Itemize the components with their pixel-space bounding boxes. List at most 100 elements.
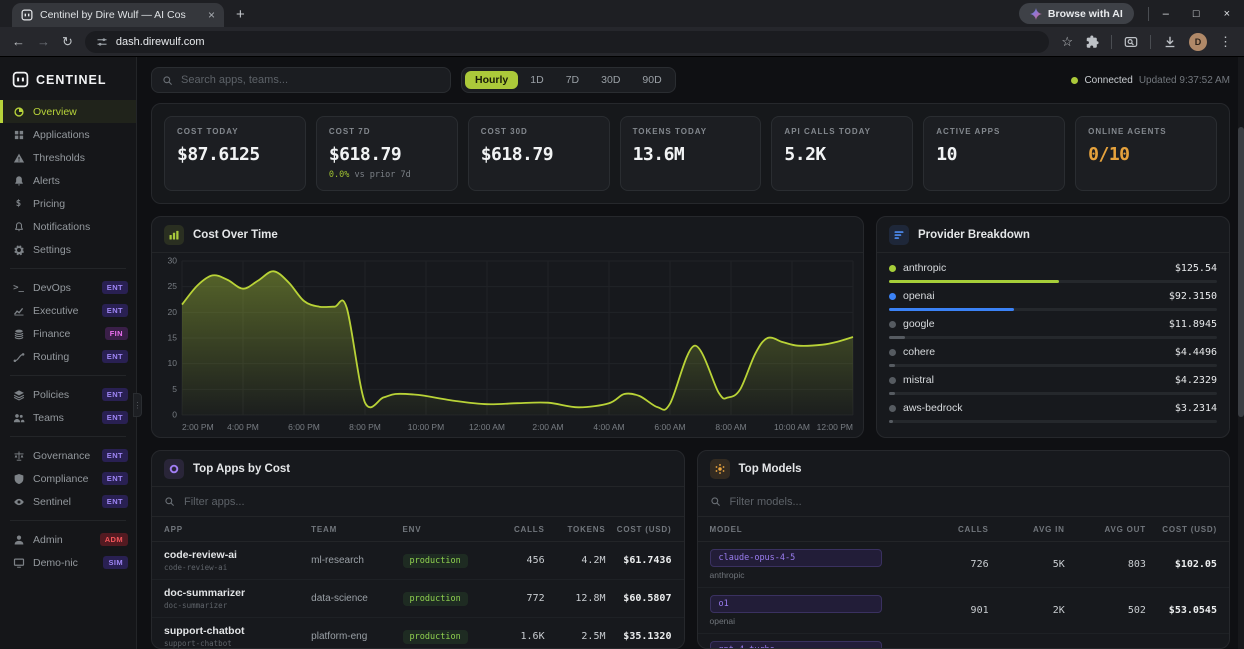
- svg-text:12:00 PM: 12:00 PM: [817, 422, 853, 432]
- provider-dot-icon: [889, 293, 896, 300]
- sidebar-item-demo-nic[interactable]: Demo-nic SIM: [0, 551, 136, 574]
- sidebar-item-settings[interactable]: Settings: [0, 238, 136, 261]
- avg-out: 803: [1065, 559, 1146, 570]
- provider-name: google: [903, 318, 935, 330]
- time-range-selector: Hourly 1D 7D 30D 90D: [461, 67, 676, 93]
- window-maximize-button[interactable]: □: [1193, 8, 1200, 20]
- back-icon[interactable]: ←: [12, 35, 25, 48]
- bookmark-star-icon[interactable]: ☆: [1061, 35, 1073, 48]
- svg-text:30: 30: [168, 256, 178, 266]
- team: ml-research: [311, 555, 402, 566]
- profile-avatar[interactable]: D: [1189, 33, 1207, 51]
- sidebar-item-devops[interactable]: >_ DevOps ENT: [0, 276, 136, 299]
- sidebar-item-alerts[interactable]: Alerts: [0, 169, 136, 192]
- sidebar-item-notifications[interactable]: Notifications: [0, 215, 136, 238]
- app-name: support-chatbot: [164, 625, 311, 637]
- table-row[interactable]: doc-summarizerdoc-summarizer data-scienc…: [152, 580, 684, 618]
- stat-value: 5.2K: [784, 144, 900, 165]
- table-row[interactable]: support-chatbotsupport-chatbot platform-…: [152, 618, 684, 649]
- range-7d[interactable]: 7D: [556, 71, 589, 89]
- extensions-icon[interactable]: [1085, 35, 1099, 49]
- search-icon: [710, 496, 721, 507]
- sidebar-item-executive[interactable]: Executive ENT: [0, 299, 136, 322]
- sidebar-collapse-handle[interactable]: ⋮: [133, 393, 142, 417]
- table-row[interactable]: gpt-4-turboopenai 745 2K 578 $24.7731: [698, 634, 1230, 649]
- sidebar-item-governance[interactable]: Governance ENT: [0, 444, 136, 467]
- stat-label: COST 7D: [329, 127, 445, 136]
- badge-ent: ENT: [102, 411, 128, 424]
- search-input[interactable]: [181, 74, 440, 86]
- centinel-logo-icon: [12, 71, 29, 88]
- svg-text:4:00 PM: 4:00 PM: [227, 422, 259, 432]
- sidebar-item-pricing[interactable]: $ Pricing: [0, 192, 136, 215]
- apps-grid-icon: [12, 128, 25, 141]
- tokens: 2.5M: [545, 631, 606, 642]
- sidebar-item-policies[interactable]: Policies ENT: [0, 383, 136, 406]
- browse-with-ai-label: Browse with AI: [1048, 8, 1123, 20]
- site-settings-icon[interactable]: [96, 36, 108, 48]
- sidebar-item-thresholds[interactable]: Thresholds: [0, 146, 136, 169]
- provider-row: openai$92.3150: [889, 283, 1217, 311]
- table-row[interactable]: claude-opus-4-5anthropic 726 5K 803 $102…: [698, 542, 1230, 588]
- range-30d[interactable]: 30D: [591, 71, 630, 89]
- apps-donut-icon: [164, 459, 184, 479]
- tab-close-icon[interactable]: ×: [208, 9, 215, 21]
- browser-toolbar: ← → ↻ dash.direwulf.com ☆ D ⋮: [0, 27, 1244, 57]
- connection-status: Connected Updated 9:37:52 AM: [1071, 75, 1230, 86]
- table-row[interactable]: code-review-aicode-review-ai ml-research…: [152, 542, 684, 580]
- sidebar-item-applications[interactable]: Applications: [0, 123, 136, 146]
- window-close-button[interactable]: ×: [1224, 8, 1230, 20]
- models-filter-input[interactable]: [730, 496, 1218, 508]
- apps-filter[interactable]: [152, 487, 684, 517]
- team: data-science: [311, 593, 402, 604]
- stat-value: $87.6125: [177, 144, 293, 165]
- table-row[interactable]: o1openai 901 2K 502 $53.0545: [698, 588, 1230, 634]
- sidebar-item-teams[interactable]: Teams ENT: [0, 406, 136, 429]
- browser-tab[interactable]: Centinel by Dire Wulf — AI Cos ×: [12, 3, 224, 27]
- divider: [10, 436, 126, 437]
- range-1d[interactable]: 1D: [520, 71, 553, 89]
- models-filter[interactable]: [698, 487, 1230, 517]
- sidebar-item-label: Thresholds: [33, 152, 85, 164]
- reload-icon[interactable]: ↻: [62, 35, 73, 48]
- col-avg-out: AVG OUT: [1065, 525, 1146, 534]
- browse-with-ai-button[interactable]: Browse with AI: [1019, 3, 1134, 24]
- provider-dot-icon: [889, 265, 896, 272]
- sidebar-item-sentinel[interactable]: Sentinel ENT: [0, 490, 136, 513]
- dollar-icon: $: [12, 197, 25, 210]
- download-icon[interactable]: [1163, 35, 1177, 49]
- provider-dot-icon: [889, 321, 896, 328]
- provider-bar-track: [889, 420, 1217, 423]
- url-bar[interactable]: dash.direwulf.com: [85, 31, 1049, 53]
- eye-icon: [12, 495, 25, 508]
- range-90d[interactable]: 90D: [632, 71, 671, 89]
- sidebar-item-admin[interactable]: Admin ADM: [0, 528, 136, 551]
- scrollbar-thumb[interactable]: [1238, 127, 1244, 417]
- apps-filter-input[interactable]: [184, 496, 672, 508]
- provider-cost: $3.2314: [1175, 403, 1217, 414]
- page-scrollbar[interactable]: [1238, 57, 1244, 649]
- browser-chrome: Centinel by Dire Wulf — AI Cos × + Brows…: [0, 0, 1244, 57]
- menu-kebab-icon[interactable]: ⋮: [1219, 35, 1232, 48]
- search-icon: [162, 75, 173, 86]
- tab-search-icon[interactable]: [1124, 35, 1138, 49]
- forward-icon[interactable]: →: [37, 35, 50, 48]
- sidebar-item-label: Governance: [33, 450, 90, 462]
- window-minimize-button[interactable]: –: [1163, 8, 1169, 20]
- app-id: support-chatbot: [164, 639, 311, 648]
- new-tab-button[interactable]: +: [236, 6, 245, 23]
- stat-label: COST 30D: [481, 127, 597, 136]
- apps-table-header: APP TEAM ENV CALLS TOKENS COST (USD): [152, 517, 684, 542]
- divider: [1150, 35, 1151, 49]
- col-calls: CALLS: [499, 525, 545, 534]
- badge-ent: ENT: [102, 388, 128, 401]
- sidebar-item-overview[interactable]: Overview: [0, 100, 136, 123]
- svg-text:25: 25: [168, 281, 178, 291]
- sidebar-item-compliance[interactable]: Compliance ENT: [0, 467, 136, 490]
- sidebar-item-routing[interactable]: Routing ENT: [0, 345, 136, 368]
- global-search[interactable]: [151, 67, 451, 93]
- avg-in: 5K: [989, 559, 1065, 570]
- range-hourly[interactable]: Hourly: [465, 71, 518, 89]
- sidebar-item-finance[interactable]: Finance FIN: [0, 322, 136, 345]
- terminal-icon: >_: [12, 281, 25, 294]
